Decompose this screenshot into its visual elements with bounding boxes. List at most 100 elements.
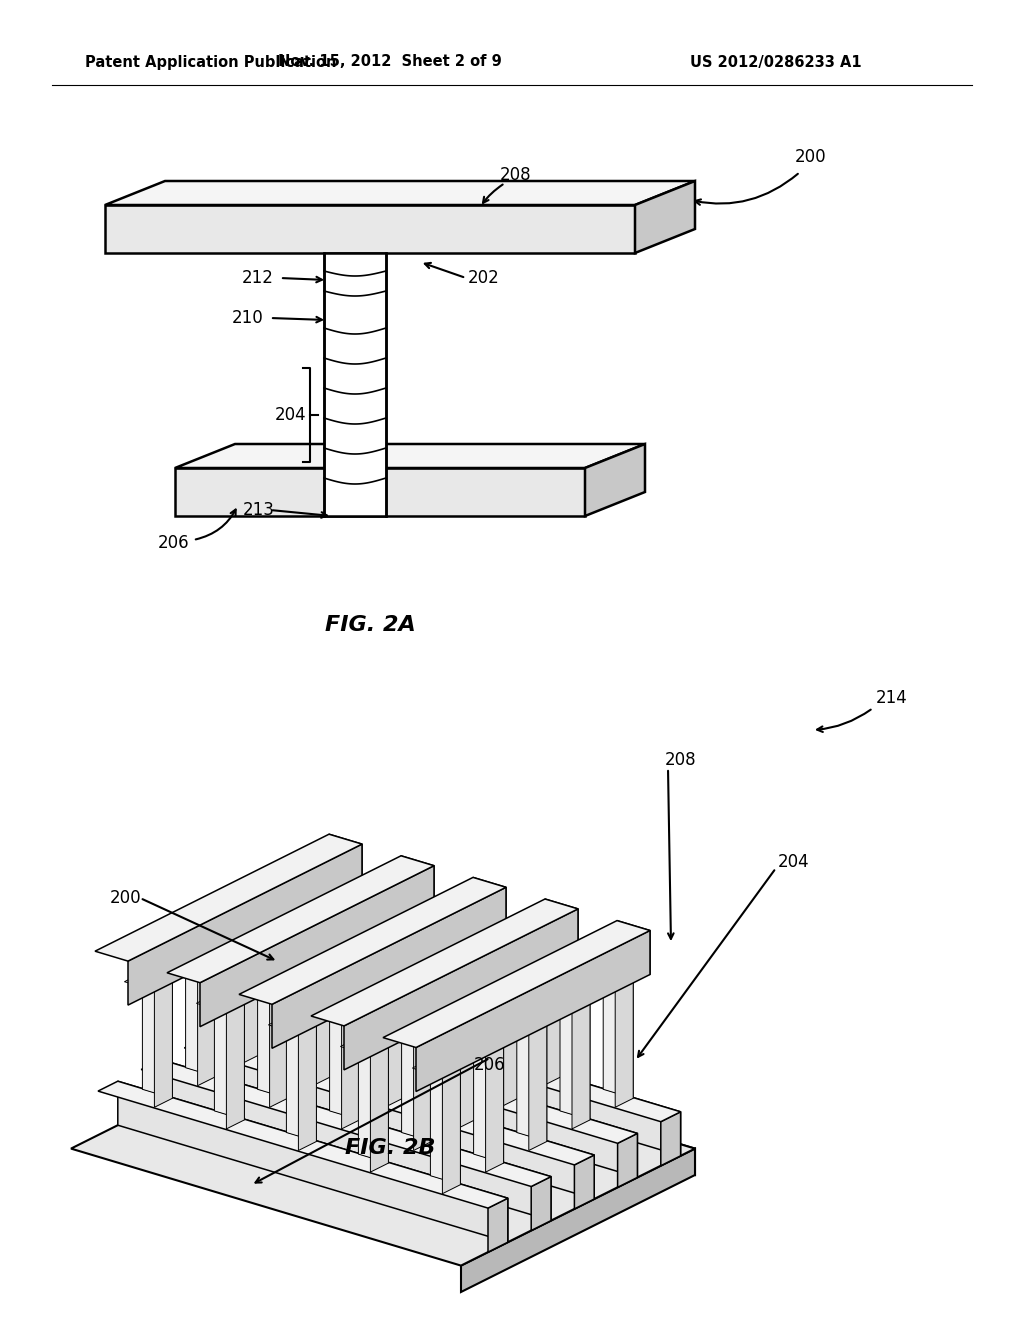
Polygon shape xyxy=(272,908,302,1034)
Polygon shape xyxy=(167,855,434,982)
Text: US 2012/0286233 A1: US 2012/0286233 A1 xyxy=(690,54,861,70)
Polygon shape xyxy=(168,952,216,969)
Polygon shape xyxy=(197,994,245,1012)
Polygon shape xyxy=(284,917,302,1043)
Polygon shape xyxy=(128,843,362,1005)
Polygon shape xyxy=(385,982,402,1107)
Text: 202: 202 xyxy=(468,269,500,286)
Polygon shape xyxy=(542,994,590,1012)
Polygon shape xyxy=(71,1032,695,1266)
Polygon shape xyxy=(211,929,259,948)
Text: 206: 206 xyxy=(474,1056,506,1074)
Polygon shape xyxy=(416,931,650,1092)
Polygon shape xyxy=(311,994,359,1012)
Polygon shape xyxy=(461,1148,695,1292)
Polygon shape xyxy=(305,1032,695,1175)
Polygon shape xyxy=(344,929,374,1055)
Polygon shape xyxy=(118,1081,508,1242)
Text: 213: 213 xyxy=(243,502,274,519)
Polygon shape xyxy=(330,994,359,1119)
Polygon shape xyxy=(617,1134,637,1187)
Text: 204: 204 xyxy=(275,407,306,424)
Polygon shape xyxy=(142,973,172,1098)
Polygon shape xyxy=(124,973,172,991)
Text: 208: 208 xyxy=(665,751,696,770)
Polygon shape xyxy=(499,1016,547,1034)
Polygon shape xyxy=(98,1081,508,1208)
Polygon shape xyxy=(441,929,489,948)
Polygon shape xyxy=(414,1024,431,1151)
Polygon shape xyxy=(340,1038,388,1056)
Polygon shape xyxy=(268,1016,316,1034)
Polygon shape xyxy=(344,909,578,1071)
Text: FIG. 2B: FIG. 2B xyxy=(345,1138,435,1158)
Text: 214: 214 xyxy=(876,689,907,708)
Polygon shape xyxy=(175,444,645,469)
Polygon shape xyxy=(95,834,362,961)
Polygon shape xyxy=(574,1155,594,1209)
Polygon shape xyxy=(141,1060,551,1187)
Polygon shape xyxy=(413,1059,461,1077)
Polygon shape xyxy=(427,994,475,1012)
Polygon shape xyxy=(311,899,578,1026)
Polygon shape xyxy=(184,1038,594,1164)
Text: 200: 200 xyxy=(110,888,141,907)
Polygon shape xyxy=(485,1047,504,1172)
Polygon shape xyxy=(200,866,434,1027)
Polygon shape xyxy=(384,1016,431,1034)
Polygon shape xyxy=(370,908,417,925)
Text: 204: 204 xyxy=(778,853,810,871)
Polygon shape xyxy=(543,960,561,1085)
Polygon shape xyxy=(585,444,645,516)
Polygon shape xyxy=(545,899,578,953)
Polygon shape xyxy=(456,1038,504,1056)
Polygon shape xyxy=(383,920,650,1048)
Polygon shape xyxy=(428,960,446,1085)
Polygon shape xyxy=(528,1024,547,1151)
Polygon shape xyxy=(324,253,386,516)
Text: 200: 200 xyxy=(795,148,826,166)
Polygon shape xyxy=(617,920,650,974)
Polygon shape xyxy=(488,1199,508,1253)
Polygon shape xyxy=(227,1016,637,1143)
Text: FIG. 2A: FIG. 2A xyxy=(325,615,416,635)
Polygon shape xyxy=(473,1038,504,1163)
Polygon shape xyxy=(513,952,561,969)
Polygon shape xyxy=(105,205,635,253)
Polygon shape xyxy=(615,982,633,1107)
Polygon shape xyxy=(471,939,489,1064)
Polygon shape xyxy=(342,1003,359,1129)
Polygon shape xyxy=(354,973,402,991)
Polygon shape xyxy=(470,973,518,991)
Polygon shape xyxy=(175,469,585,516)
Polygon shape xyxy=(560,994,590,1119)
Polygon shape xyxy=(254,908,302,925)
Polygon shape xyxy=(531,952,561,1077)
Polygon shape xyxy=(399,917,417,1043)
Polygon shape xyxy=(517,1016,547,1142)
Polygon shape xyxy=(603,973,633,1098)
Text: Patent Application Publication: Patent Application Publication xyxy=(85,54,337,70)
Polygon shape xyxy=(329,834,362,888)
Polygon shape xyxy=(228,929,259,1055)
Polygon shape xyxy=(358,1038,388,1163)
Polygon shape xyxy=(239,878,506,1005)
Polygon shape xyxy=(328,895,345,1020)
Polygon shape xyxy=(287,1016,316,1142)
Polygon shape xyxy=(214,994,245,1119)
Polygon shape xyxy=(488,973,518,1098)
Polygon shape xyxy=(401,855,434,909)
Text: 212: 212 xyxy=(242,269,273,286)
Polygon shape xyxy=(301,952,331,1077)
Polygon shape xyxy=(272,887,506,1048)
Polygon shape xyxy=(356,939,374,1064)
Polygon shape xyxy=(161,1060,551,1221)
Polygon shape xyxy=(198,960,216,1085)
Polygon shape xyxy=(270,995,681,1122)
Polygon shape xyxy=(457,1003,475,1129)
Polygon shape xyxy=(373,973,402,1098)
Polygon shape xyxy=(635,181,695,253)
Polygon shape xyxy=(531,1176,551,1230)
Polygon shape xyxy=(430,1059,461,1184)
Polygon shape xyxy=(155,982,172,1107)
